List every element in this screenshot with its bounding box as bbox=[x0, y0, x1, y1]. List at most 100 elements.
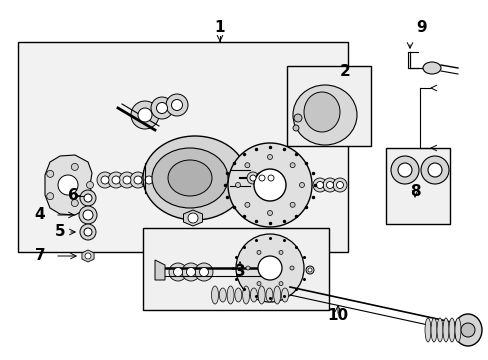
Circle shape bbox=[138, 108, 152, 122]
Circle shape bbox=[257, 251, 261, 255]
Circle shape bbox=[323, 178, 336, 192]
Text: 9: 9 bbox=[416, 21, 427, 36]
Ellipse shape bbox=[152, 148, 227, 208]
Circle shape bbox=[299, 183, 304, 188]
Circle shape bbox=[86, 181, 93, 189]
Ellipse shape bbox=[430, 318, 436, 342]
Ellipse shape bbox=[168, 160, 212, 196]
Circle shape bbox=[169, 263, 186, 281]
Circle shape bbox=[332, 178, 346, 192]
Ellipse shape bbox=[265, 288, 272, 302]
Ellipse shape bbox=[226, 286, 234, 304]
Circle shape bbox=[85, 253, 91, 259]
Circle shape bbox=[97, 172, 113, 188]
Ellipse shape bbox=[454, 318, 460, 342]
Circle shape bbox=[258, 256, 282, 280]
Circle shape bbox=[267, 211, 272, 216]
Circle shape bbox=[47, 170, 54, 177]
Circle shape bbox=[119, 172, 135, 188]
Circle shape bbox=[101, 176, 109, 184]
Circle shape bbox=[195, 263, 213, 281]
Circle shape bbox=[83, 210, 93, 220]
Bar bbox=[18, 42, 347, 252]
Circle shape bbox=[460, 323, 474, 337]
Circle shape bbox=[289, 163, 295, 168]
Circle shape bbox=[289, 266, 293, 270]
Circle shape bbox=[312, 178, 326, 192]
Ellipse shape bbox=[292, 85, 356, 145]
Circle shape bbox=[134, 176, 142, 184]
Ellipse shape bbox=[211, 286, 218, 304]
Circle shape bbox=[420, 156, 448, 184]
Text: 5: 5 bbox=[55, 225, 65, 239]
Ellipse shape bbox=[448, 318, 454, 342]
Circle shape bbox=[80, 224, 96, 240]
Circle shape bbox=[199, 267, 208, 276]
Circle shape bbox=[123, 176, 131, 184]
Circle shape bbox=[244, 202, 249, 207]
Circle shape bbox=[151, 97, 173, 119]
Circle shape bbox=[305, 266, 313, 274]
Circle shape bbox=[130, 172, 146, 188]
Circle shape bbox=[145, 176, 153, 184]
Circle shape bbox=[267, 154, 272, 159]
Circle shape bbox=[47, 193, 54, 200]
Circle shape bbox=[249, 175, 256, 181]
Circle shape bbox=[244, 163, 249, 168]
Circle shape bbox=[141, 172, 157, 188]
Text: 6: 6 bbox=[67, 189, 78, 203]
Text: 8: 8 bbox=[409, 184, 420, 199]
Circle shape bbox=[257, 282, 261, 285]
Bar bbox=[142, 228, 328, 310]
Circle shape bbox=[236, 234, 304, 302]
Circle shape bbox=[267, 175, 273, 181]
Circle shape bbox=[112, 176, 120, 184]
Circle shape bbox=[182, 263, 200, 281]
Ellipse shape bbox=[422, 62, 440, 74]
Circle shape bbox=[131, 101, 159, 129]
Circle shape bbox=[253, 169, 285, 201]
Circle shape bbox=[108, 172, 124, 188]
Ellipse shape bbox=[304, 92, 339, 132]
Text: 7: 7 bbox=[35, 248, 45, 264]
Ellipse shape bbox=[142, 136, 246, 220]
Ellipse shape bbox=[281, 288, 288, 302]
Polygon shape bbox=[45, 155, 92, 215]
Circle shape bbox=[58, 175, 78, 195]
Circle shape bbox=[80, 190, 96, 206]
Polygon shape bbox=[183, 210, 202, 226]
Circle shape bbox=[427, 163, 441, 177]
Text: 2: 2 bbox=[339, 64, 350, 80]
Circle shape bbox=[246, 172, 259, 184]
Ellipse shape bbox=[258, 286, 264, 304]
Ellipse shape bbox=[424, 318, 430, 342]
Circle shape bbox=[84, 194, 92, 202]
Circle shape bbox=[316, 181, 323, 189]
Circle shape bbox=[326, 181, 333, 189]
Circle shape bbox=[293, 114, 302, 122]
Polygon shape bbox=[82, 250, 94, 262]
Circle shape bbox=[173, 267, 182, 276]
Ellipse shape bbox=[453, 314, 481, 346]
Ellipse shape bbox=[250, 288, 257, 302]
Text: 10: 10 bbox=[327, 309, 348, 324]
Circle shape bbox=[71, 199, 78, 207]
Bar bbox=[286, 66, 370, 146]
Ellipse shape bbox=[436, 318, 442, 342]
Ellipse shape bbox=[219, 288, 226, 302]
Text: 3: 3 bbox=[234, 265, 245, 279]
Ellipse shape bbox=[234, 288, 242, 302]
Circle shape bbox=[336, 181, 343, 189]
Text: 1: 1 bbox=[214, 21, 225, 36]
Circle shape bbox=[292, 125, 298, 131]
Bar bbox=[385, 148, 449, 224]
Circle shape bbox=[171, 99, 182, 111]
Circle shape bbox=[264, 172, 276, 184]
Circle shape bbox=[165, 94, 187, 116]
Circle shape bbox=[84, 228, 92, 236]
Polygon shape bbox=[155, 260, 164, 280]
Circle shape bbox=[186, 267, 195, 276]
Circle shape bbox=[397, 163, 411, 177]
Circle shape bbox=[245, 266, 249, 270]
Circle shape bbox=[256, 172, 267, 184]
